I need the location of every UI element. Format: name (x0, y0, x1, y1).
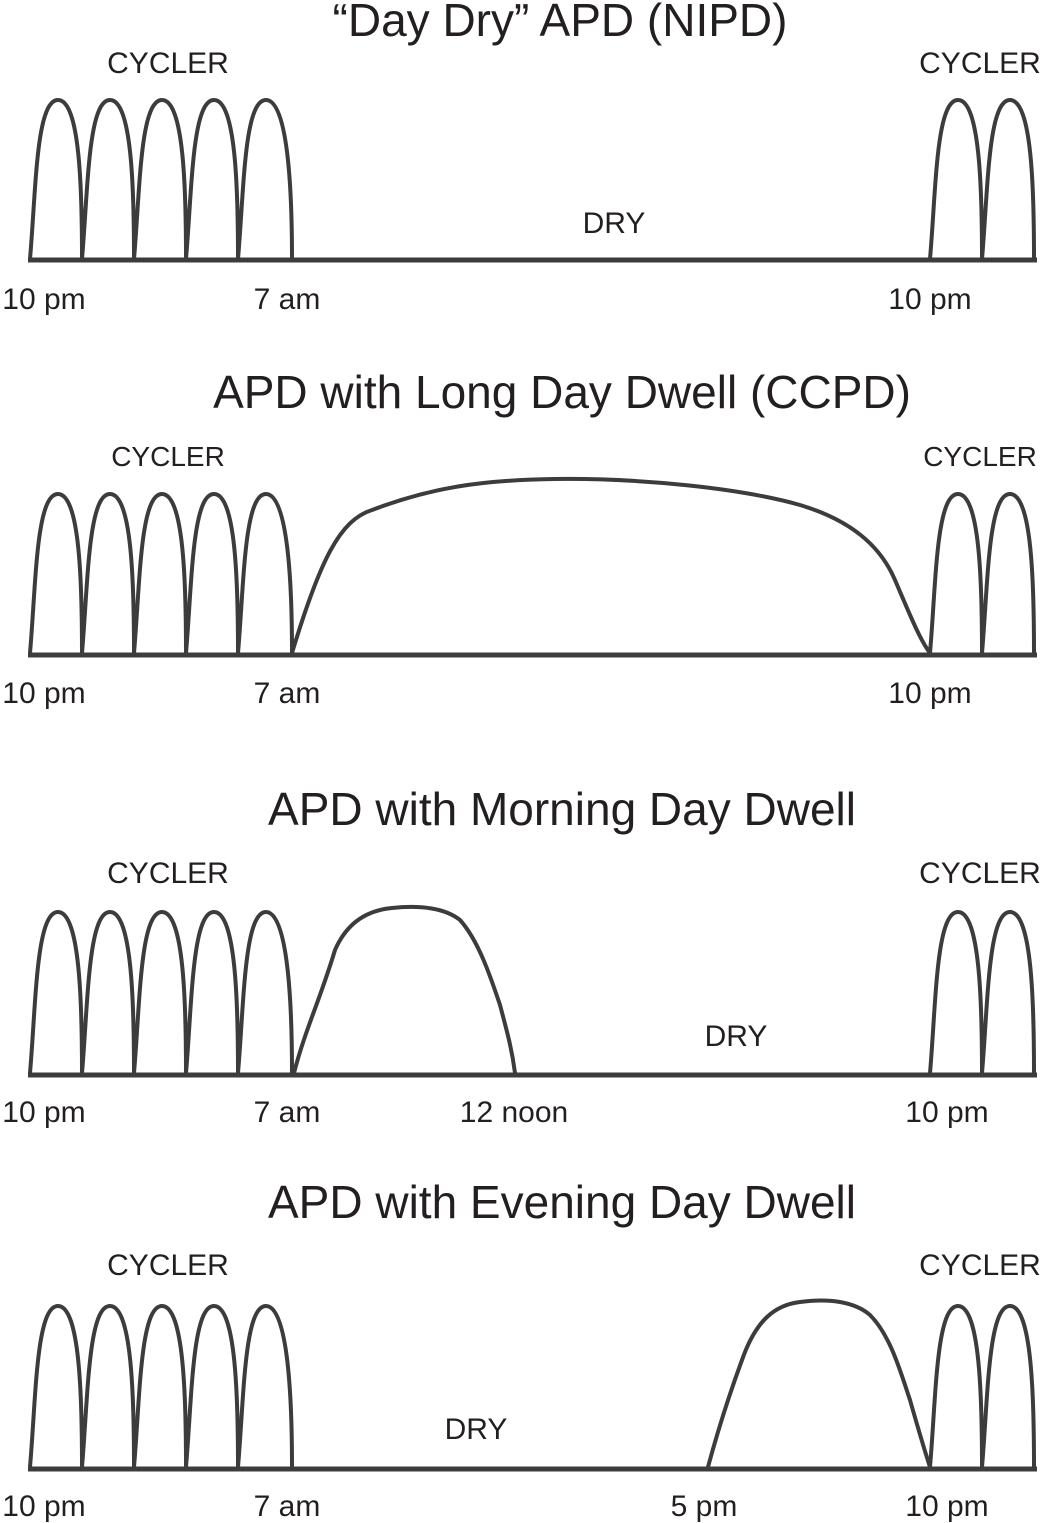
time-label: 5 pm (671, 1490, 738, 1523)
cycler-label-left: CYCLER (107, 857, 229, 890)
exchange-curve (28, 492, 84, 655)
cycler-exchanges-right (928, 98, 1036, 261)
panel-evening-day-dwell: APD with Evening Day Dwell CYCLER CYCLER… (2, 1176, 1041, 1523)
exchange-curve (980, 98, 1036, 261)
panel-title: APD with Morning Day Dwell (268, 783, 856, 835)
exchange-curve (28, 910, 84, 1075)
exchange-curve (28, 1304, 84, 1469)
exchange-curve (980, 1304, 1036, 1469)
exchange-curve (80, 492, 136, 655)
panel-title: APD with Evening Day Dwell (268, 1176, 856, 1228)
panel-morning-day-dwell: APD with Morning Day Dwell CYCLER CYCLER… (2, 783, 1041, 1129)
time-label: 10 pm (2, 677, 85, 710)
panel-long-day-dwell: APD with Long Day Dwell (CCPD) CYCLER CY… (2, 366, 1037, 710)
cycler-exchanges-right (928, 910, 1036, 1075)
exchange-curve (928, 1304, 984, 1469)
exchange-curve (928, 98, 984, 261)
cycler-label-left: CYCLER (111, 441, 225, 472)
panel-day-dry: “Day Dry” APD (NIPD) CYCLER CYCLER DRY 1… (2, 0, 1041, 316)
time-label: 10 pm (905, 1096, 988, 1129)
time-label: 10 pm (2, 283, 85, 316)
exchange-curve (80, 98, 136, 261)
time-label: 7 am (254, 283, 321, 316)
exchange-curve (184, 1304, 240, 1469)
exchange-curve (80, 1304, 136, 1469)
time-label: 10 pm (2, 1490, 85, 1523)
exchange-curve (236, 910, 294, 1075)
cycler-label-left: CYCLER (107, 47, 229, 80)
exchange-curve (236, 1304, 294, 1469)
cycler-exchanges-left (28, 910, 294, 1075)
cycler-exchanges-left (28, 98, 294, 261)
cycler-exchanges-right (928, 492, 1036, 655)
panel-title: APD with Long Day Dwell (CCPD) (213, 366, 911, 418)
exchange-curve (184, 492, 240, 655)
time-label: 10 pm (2, 1096, 85, 1129)
morning-dwell-curve (292, 904, 517, 1075)
evening-dwell-curve (706, 1298, 932, 1469)
time-label: 7 am (254, 1490, 321, 1523)
exchange-curve (928, 910, 984, 1075)
exchange-curve (980, 492, 1036, 655)
cycler-label-right: CYCLER (923, 441, 1037, 472)
exchange-curve (980, 910, 1036, 1075)
long-day-dwell-curve (290, 476, 932, 655)
exchange-curve (132, 98, 188, 261)
exchange-curve (184, 98, 240, 261)
dry-label: DRY (583, 207, 646, 240)
time-label: 7 am (254, 1096, 321, 1129)
cycler-label-right: CYCLER (919, 1249, 1041, 1282)
exchange-curve (80, 910, 136, 1075)
cycler-label-right: CYCLER (919, 47, 1041, 80)
cycler-exchanges-right (928, 1304, 1036, 1469)
exchange-curve (132, 1304, 188, 1469)
exchange-curve (28, 98, 84, 261)
panel-title: “Day Dry” APD (NIPD) (333, 0, 788, 46)
exchange-curve (184, 910, 240, 1075)
exchange-curve (132, 910, 188, 1075)
exchange-curve (132, 492, 188, 655)
time-label: 12 noon (460, 1096, 568, 1129)
time-label: 10 pm (888, 283, 971, 316)
time-label: 10 pm (905, 1490, 988, 1523)
exchange-curve (928, 492, 984, 655)
time-label: 7 am (254, 677, 321, 710)
cycler-label-left: CYCLER (107, 1249, 229, 1282)
exchange-curve (236, 98, 294, 261)
cycler-exchanges-left (28, 1304, 294, 1469)
dry-label: DRY (445, 1413, 508, 1446)
cycler-exchanges-left (28, 492, 294, 655)
exchange-curve (236, 492, 294, 655)
time-label: 10 pm (888, 677, 971, 710)
cycler-label-right: CYCLER (919, 857, 1041, 890)
dry-label: DRY (705, 1020, 768, 1053)
